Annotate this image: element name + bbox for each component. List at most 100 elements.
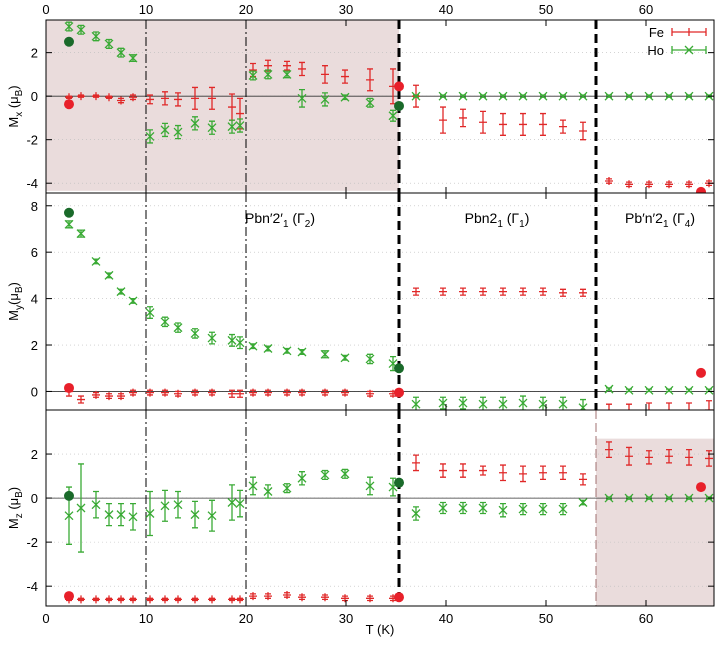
y-tick-label: 6 (31, 245, 38, 260)
phase-label-part: 1 (663, 219, 669, 230)
data-point (128, 296, 138, 306)
data-point (644, 91, 654, 101)
data-point (146, 595, 154, 604)
phase-label-part: 2 (305, 219, 311, 230)
x-axis-label: T (K) (366, 622, 395, 637)
y-axis-label-part: z (14, 513, 25, 518)
data-point (411, 396, 421, 410)
data-point (439, 463, 447, 478)
data-point (438, 91, 448, 101)
legend-symbol (671, 45, 707, 55)
data-point (538, 396, 548, 410)
data-point (191, 86, 199, 110)
data-point (320, 469, 330, 481)
calc-point (696, 367, 706, 378)
data-point (208, 595, 216, 604)
data-point (519, 112, 527, 136)
data-point (263, 69, 273, 80)
data-point (558, 502, 568, 516)
data-point (606, 403, 612, 410)
calc-point (394, 592, 404, 603)
data-point (411, 506, 421, 521)
data-point (282, 483, 292, 494)
data-point (161, 388, 169, 397)
y-axis-label-part: M (6, 310, 21, 321)
phase-label-part: Pb′n′2 (625, 210, 663, 226)
plot-area (46, 20, 714, 193)
data-point (190, 328, 200, 339)
data-point (146, 388, 154, 397)
phase-label-part: (Γ (503, 210, 520, 226)
data-point (579, 121, 587, 141)
data-point (174, 389, 182, 398)
data-point (685, 180, 693, 189)
data-point (458, 501, 468, 515)
data-point (160, 489, 170, 522)
data-point (105, 595, 113, 604)
data-point (479, 287, 487, 296)
data-point (538, 502, 548, 516)
phase-label-part: 1 (519, 219, 525, 230)
y-axis-label-part: ) (6, 85, 21, 89)
data-point (604, 91, 614, 101)
data-point (117, 595, 125, 604)
phase-label-part: 1 (497, 219, 503, 230)
calc-point (394, 81, 404, 92)
data-point (228, 595, 236, 604)
data-point (558, 396, 568, 410)
phase-label-part: Pbn2 (465, 210, 498, 226)
phase-label: Pbn21 (Γ1) (465, 210, 530, 230)
data-point (644, 385, 654, 395)
data-point (64, 21, 74, 32)
data-point (705, 450, 713, 467)
data-point (498, 502, 508, 518)
phase-label-part: (Γ (289, 210, 306, 226)
data-point (624, 385, 634, 395)
calc-point (696, 186, 706, 193)
data-point (478, 396, 488, 410)
data-point (65, 93, 73, 102)
data-point (190, 500, 200, 529)
data-point (297, 347, 307, 357)
data-point (145, 490, 155, 537)
calc-point (696, 482, 706, 493)
data-point (117, 392, 125, 401)
data-point (459, 287, 467, 296)
data-point (664, 91, 674, 101)
data-point (389, 68, 397, 105)
data-point (539, 287, 547, 296)
data-point (341, 594, 349, 603)
data-point (340, 92, 350, 102)
data-point (458, 396, 468, 410)
data-point (320, 92, 330, 107)
phase-label-part: Pbn′2′ (245, 210, 283, 226)
calc-point (394, 387, 404, 398)
data-point (64, 486, 74, 545)
data-point (128, 53, 138, 63)
data-point (340, 468, 350, 479)
y-tick-label: 4 (31, 292, 38, 307)
y-axis-label-part: B (14, 286, 25, 293)
data-point (297, 88, 307, 108)
data-point (76, 463, 86, 553)
data-point (263, 484, 273, 499)
data-point (249, 592, 257, 601)
data-point (116, 287, 126, 297)
data-point (174, 595, 182, 604)
data-point (478, 91, 488, 101)
data-point (321, 593, 329, 602)
data-point (129, 595, 137, 604)
x-tick-label: 10 (139, 2, 153, 17)
phase-label: Pb′n′21 (Γ4) (625, 210, 695, 230)
y-axis-label-part: ) (6, 487, 21, 491)
x-tick-label: 50 (539, 611, 553, 626)
data-point (249, 388, 257, 397)
data-point (105, 392, 113, 401)
y-axis-label: Mz (μB) (6, 487, 25, 529)
data-point (341, 69, 349, 84)
data-point (499, 287, 507, 296)
data-point (207, 331, 217, 345)
phase-label-part: 4 (685, 219, 691, 230)
data-point (264, 388, 272, 397)
phase-shade (46, 20, 399, 191)
